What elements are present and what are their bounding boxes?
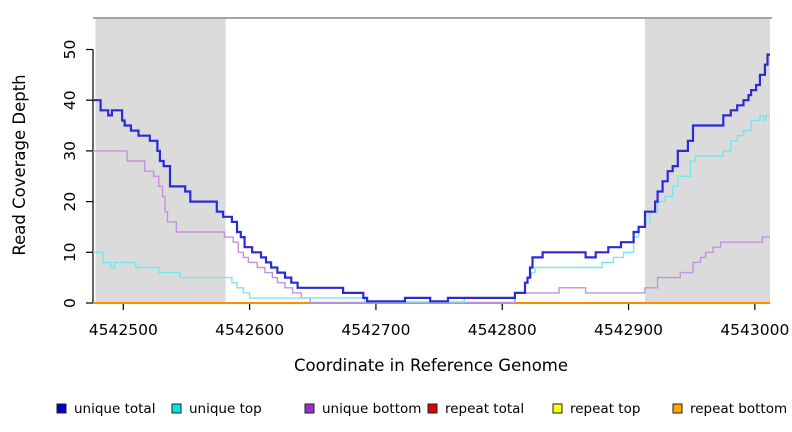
x-axis-label: Coordinate in Reference Genome [294,356,568,375]
legend-swatch [672,403,683,414]
x-tick-label: 4542800 [468,321,537,339]
legend-swatch [552,403,563,414]
y-tick-label: 20 [61,192,79,212]
legend-item-repeat-top: repeat top [552,401,640,417]
legend-item-repeat-total: repeat total [427,401,524,417]
x-tick-label: 4542900 [594,321,663,339]
legend-label: repeat top [570,401,640,417]
y-axis-label: Read Coverage Depth [10,74,29,255]
x-tick-label: 4543000 [720,321,789,339]
legend-item-unique-top: unique top [171,401,262,417]
y-tick-label: 10 [61,242,79,262]
legend-item-unique-bottom: unique bottom [304,401,421,417]
series-line-unique-bottom [93,150,770,304]
series-line-unique-total [93,53,770,303]
legend: unique total unique top unique bottom repea… [56,401,787,417]
y-tick-label: 30 [61,141,79,161]
y-tick-label: 50 [61,40,79,60]
legend-label: repeat total [445,401,524,417]
legend-item-unique-total: unique total [56,401,155,417]
legend-label: unique bottom [322,401,421,417]
legend-label: unique total [74,401,155,417]
legend-swatch [304,403,315,414]
x-tick-label: 4542500 [89,321,158,339]
legend-item-repeat-bottom: repeat bottom [672,401,787,417]
series-line-unique-top [93,114,770,303]
shaded-region [644,19,770,303]
x-tick-label: 4542700 [341,321,410,339]
legend-swatch [56,403,67,414]
legend-swatch [427,403,438,414]
legend-label: repeat bottom [690,401,787,417]
y-tick-label: 0 [61,298,79,308]
y-tick-label: 40 [61,90,79,110]
x-tick-label: 4542600 [215,321,284,339]
legend-swatch [171,403,182,414]
legend-label: unique top [189,401,262,417]
